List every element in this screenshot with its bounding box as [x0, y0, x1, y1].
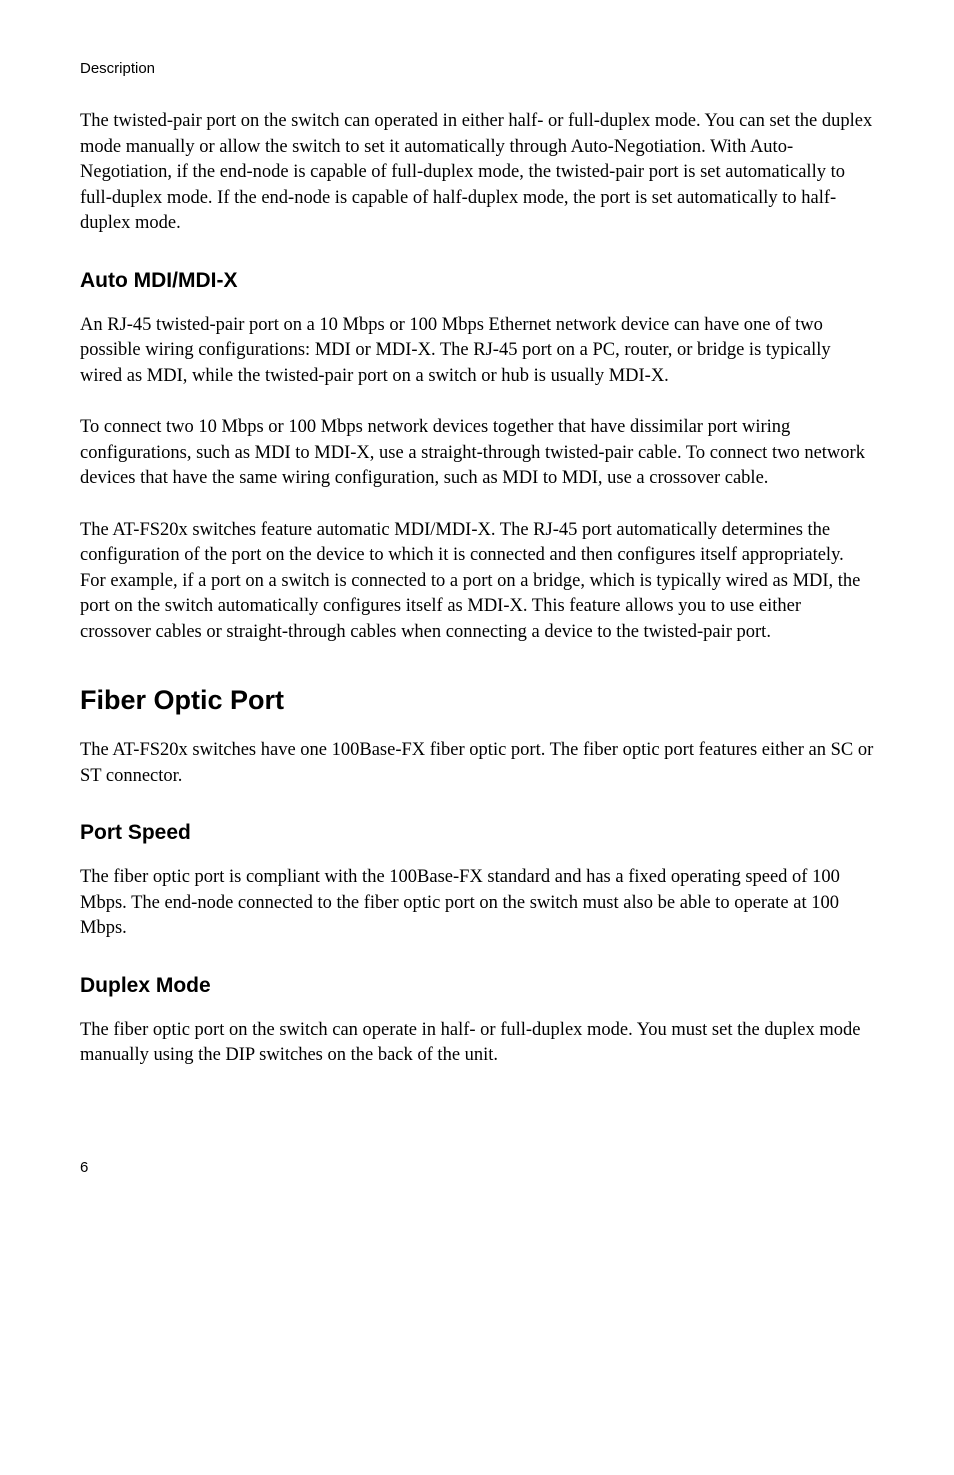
paragraph-mdi-3: The AT-FS20x switches feature automatic …	[80, 518, 874, 646]
heading-port-speed: Port Speed	[80, 821, 874, 845]
heading-auto-mdi: Auto MDI/MDI-X	[80, 269, 874, 293]
paragraph-fiber: The AT-FS20x switches have one 100Base-F…	[80, 738, 874, 789]
paragraph-port-speed: The fiber optic port is compliant with t…	[80, 865, 874, 942]
page-header: Description	[80, 60, 874, 77]
paragraph-mdi-2: To connect two 10 Mbps or 100 Mbps netwo…	[80, 415, 874, 492]
page-container: Description The twisted-pair port on the…	[0, 0, 954, 1216]
heading-fiber-optic: Fiber Optic Port	[80, 685, 874, 716]
paragraph-mdi-1: An RJ-45 twisted-pair port on a 10 Mbps …	[80, 313, 874, 390]
page-number: 6	[80, 1159, 874, 1176]
paragraph-duplex: The fiber optic port on the switch can o…	[80, 1018, 874, 1069]
paragraph-intro: The twisted-pair port on the switch can …	[80, 109, 874, 237]
heading-duplex-mode: Duplex Mode	[80, 974, 874, 998]
